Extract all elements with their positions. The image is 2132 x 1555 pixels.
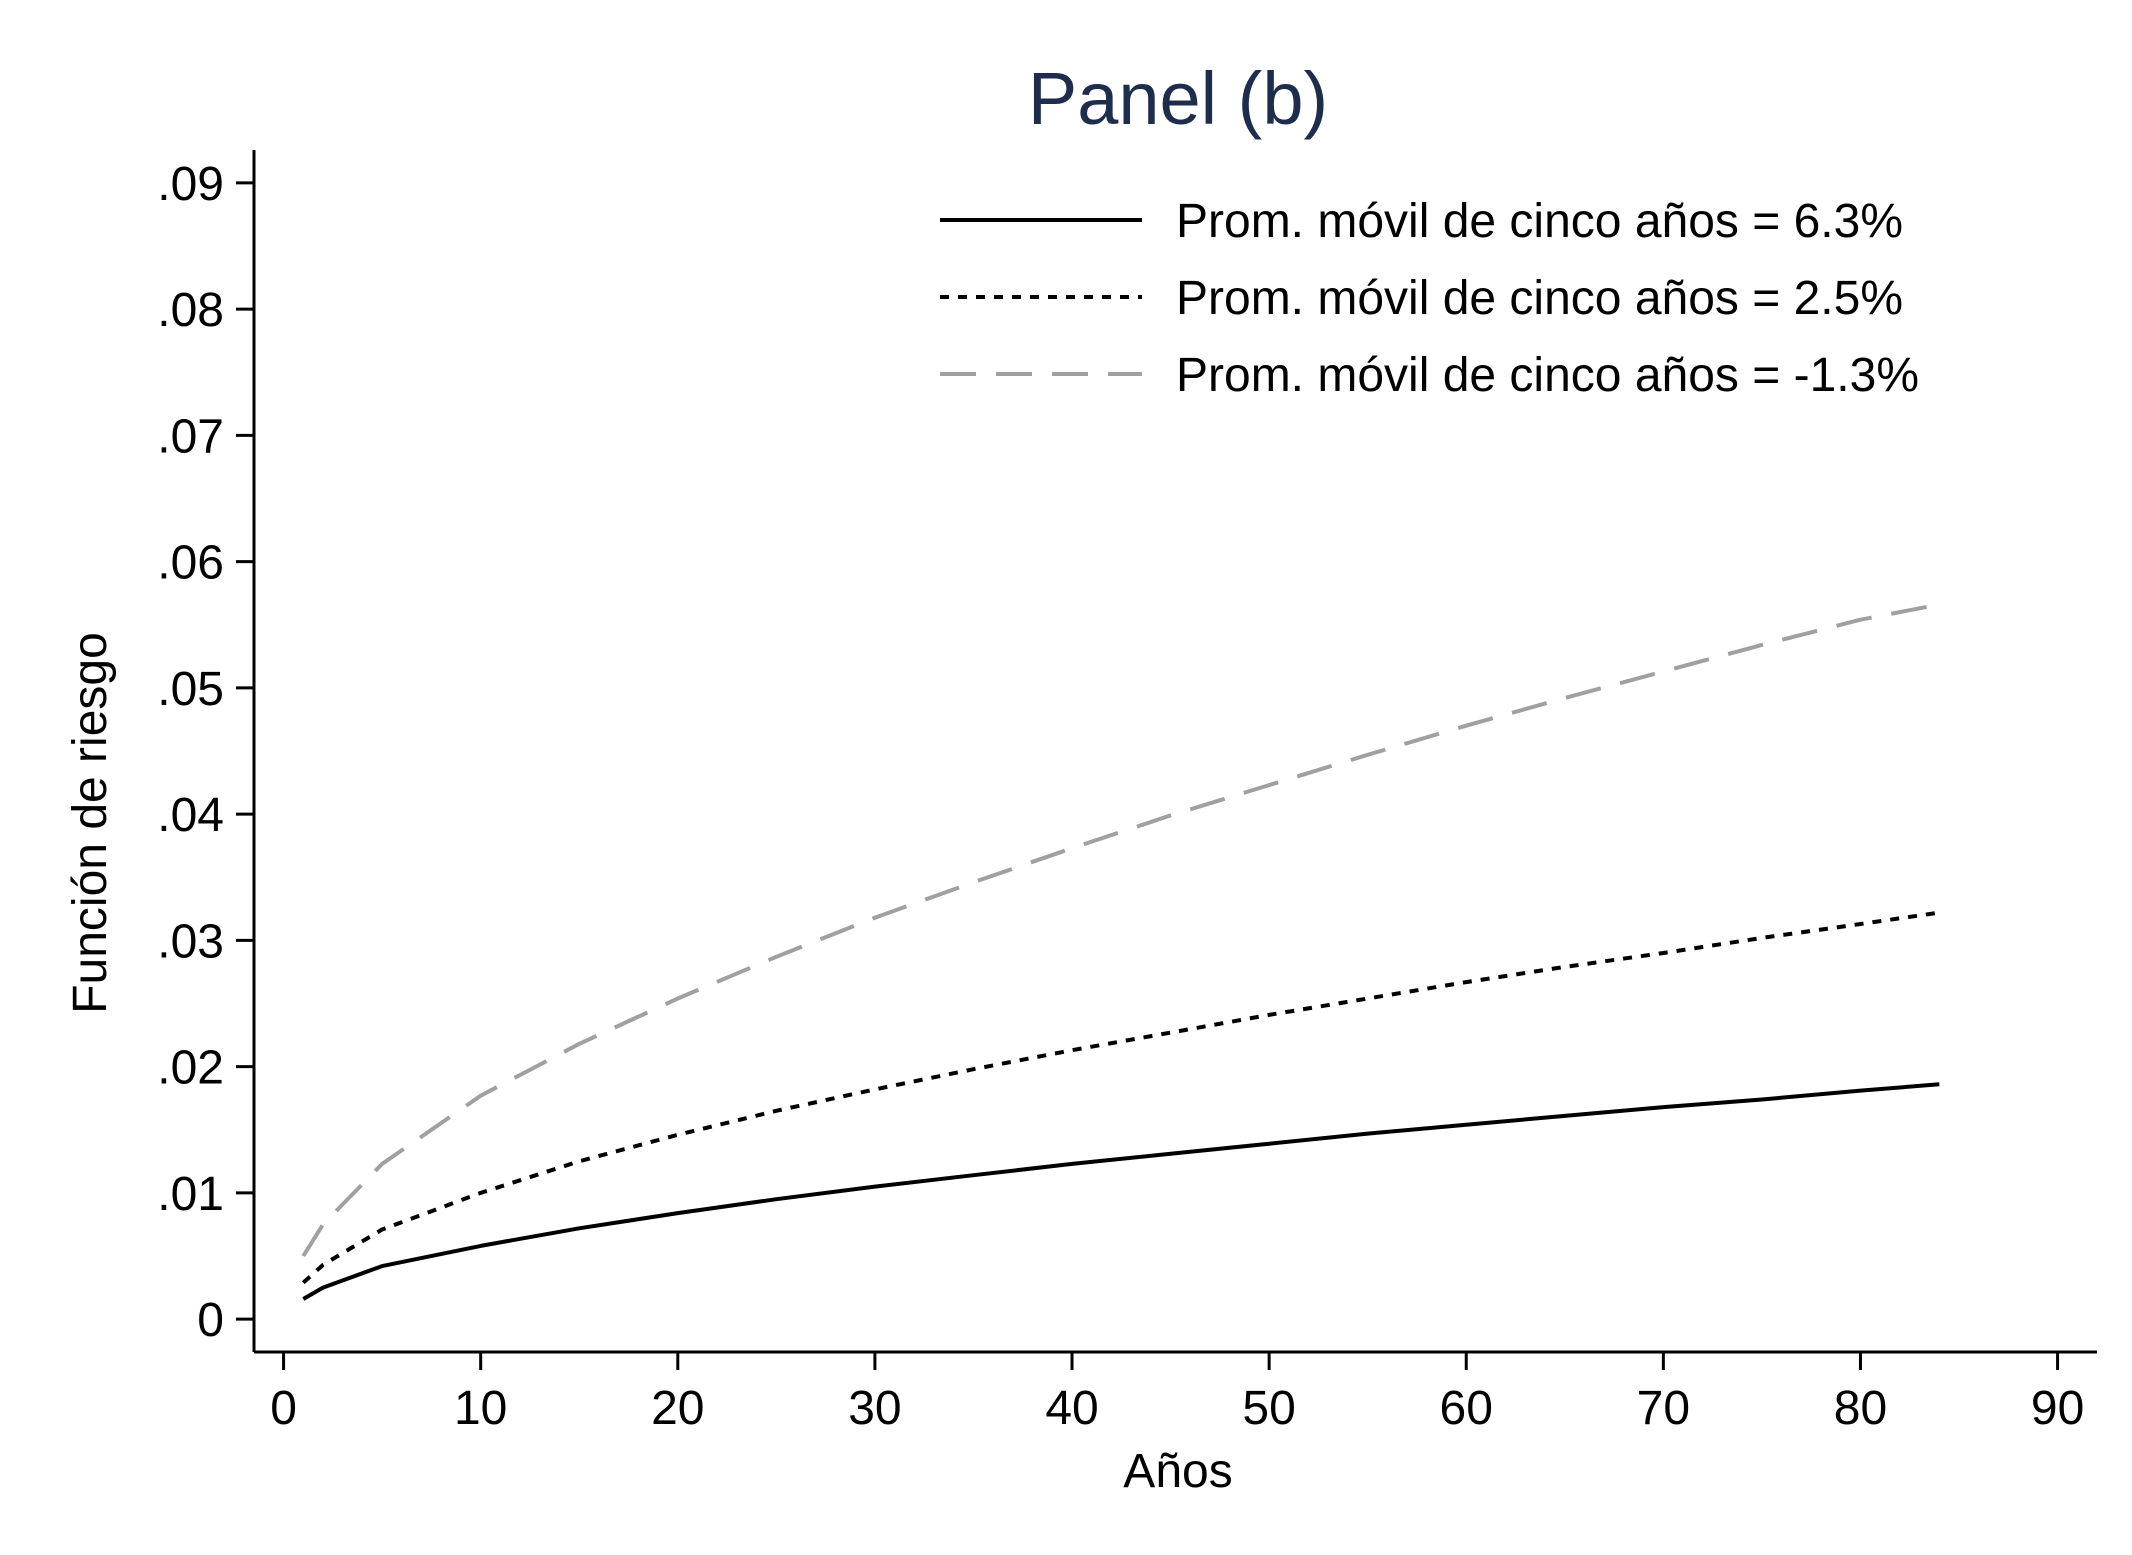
- x-tick-label: 50: [1242, 1382, 1295, 1435]
- y-tick-label: .08: [157, 284, 224, 337]
- x-tick-label: 10: [454, 1382, 507, 1435]
- y-tick-label: .02: [157, 1042, 224, 1095]
- x-tick-label: 60: [1440, 1382, 1493, 1435]
- axes: 0 .01 .02 .03 .04 .05 .06 .07 .08 .09 0 10 20 30 40 50 6…: [157, 150, 2097, 1435]
- x-tick-label: 40: [1045, 1382, 1098, 1435]
- x-tick-label: 80: [1834, 1382, 1887, 1435]
- x-tick-label: 90: [2031, 1382, 2084, 1435]
- plot-lines: [301, 602, 1940, 1301]
- y-tick-label: .04: [157, 789, 224, 842]
- y-tick-label: 0: [197, 1294, 224, 1347]
- y-tick-label: .03: [157, 915, 224, 968]
- y-tick-label: .06: [157, 537, 224, 590]
- legend: Prom. móvil de cinco años = 6.3% Prom. mó…: [940, 195, 1919, 402]
- x-tick-label: 30: [848, 1382, 901, 1435]
- x-tick-label: 20: [651, 1382, 704, 1435]
- x-tick-label: 70: [1637, 1382, 1690, 1435]
- legend-label-1: Prom. móvil de cinco años = 6.3%: [1176, 195, 1903, 248]
- legend-label-2: Prom. móvil de cinco años = 2.5%: [1176, 272, 1903, 325]
- series-line-2: [301, 910, 1940, 1285]
- legend-label-3: Prom. móvil de cinco años = -1.3%: [1176, 349, 1919, 402]
- x-axis-label: Años: [1123, 1445, 1232, 1498]
- series-line-1: [302, 1082, 1940, 1301]
- y-tick-label: .07: [157, 410, 224, 463]
- y-axis-label: Función de riesgo: [64, 632, 117, 1014]
- y-tick-label: .05: [157, 663, 224, 716]
- x-tick-label: 0: [270, 1382, 297, 1435]
- y-tick-label: .09: [157, 158, 224, 211]
- y-tick-label: .01: [157, 1168, 224, 1221]
- series-line-3: [301, 602, 1940, 1258]
- chart-title: Panel (b): [1028, 57, 1328, 140]
